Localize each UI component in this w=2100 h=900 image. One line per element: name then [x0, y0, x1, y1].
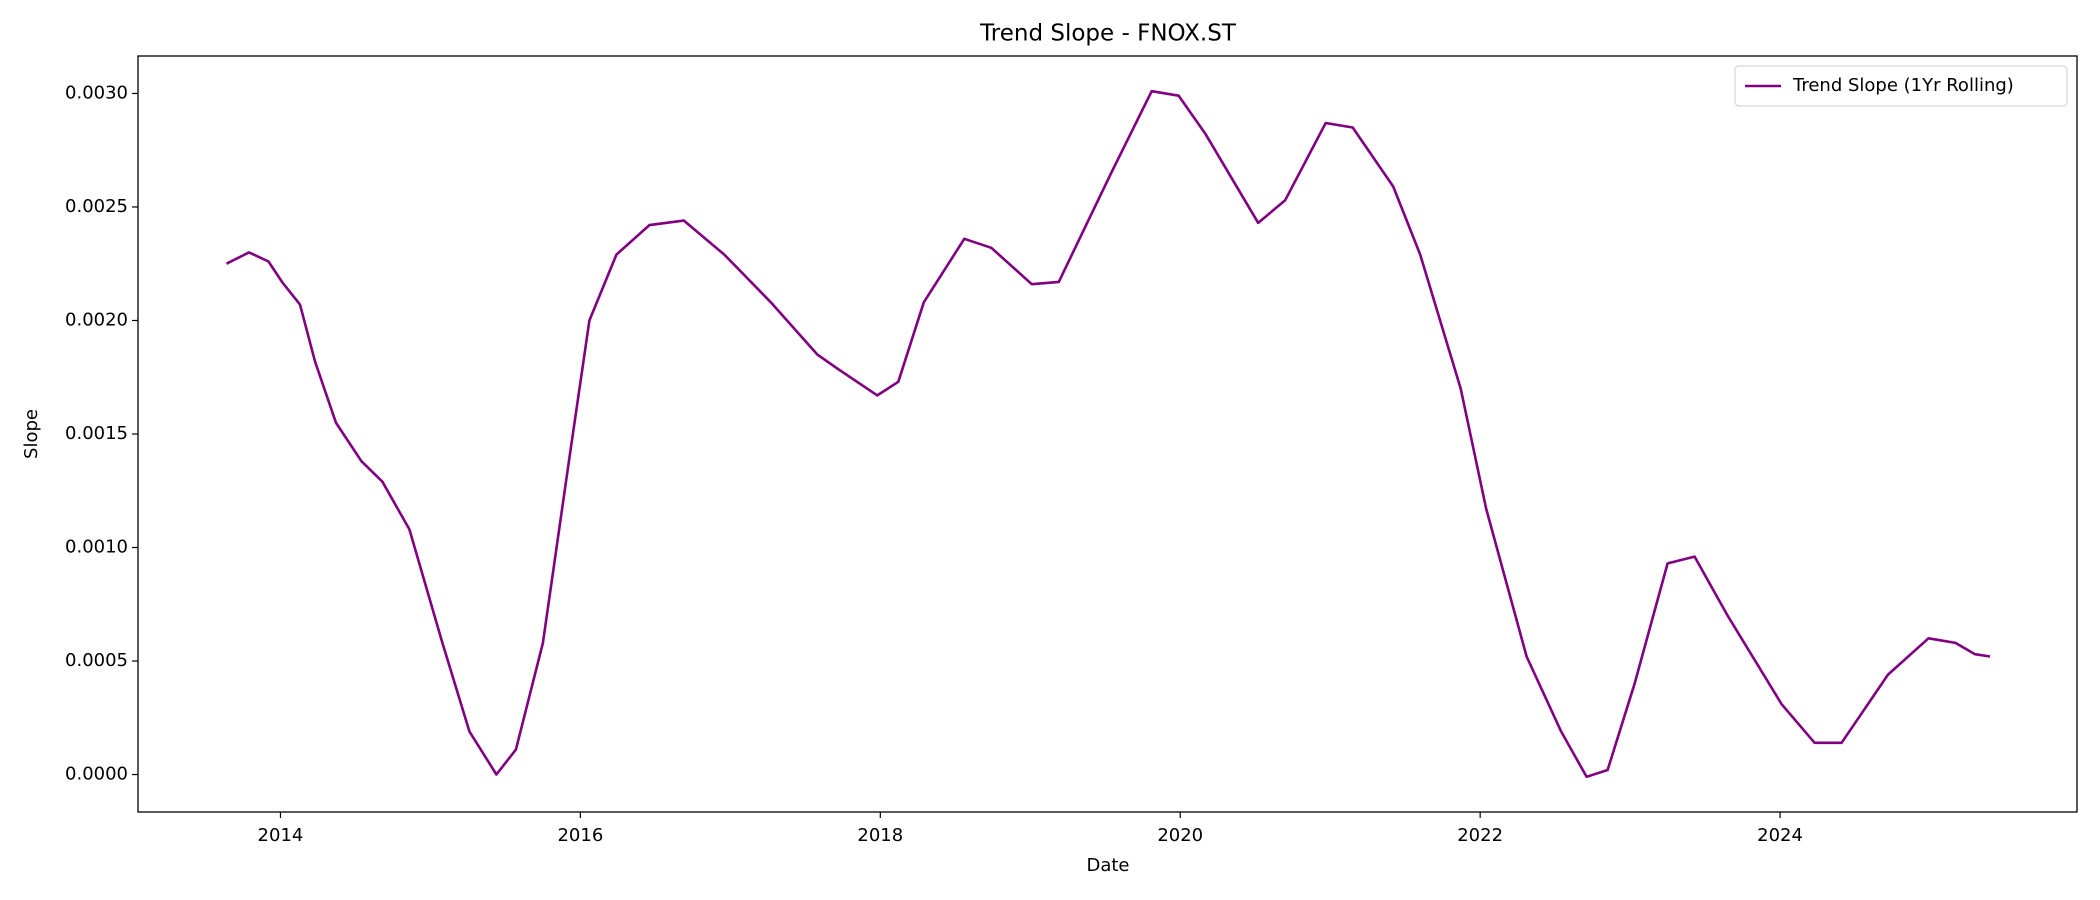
- y-tick-label: 0.0000: [65, 764, 128, 785]
- x-tick-label: 2020: [1157, 825, 1203, 846]
- line-series: [225, 89, 1991, 779]
- y-tick-label: 0.0020: [65, 309, 128, 330]
- chart-title: Trend Slope - FNOX.ST: [979, 21, 1237, 47]
- y-tick-label: 0.0025: [65, 196, 128, 217]
- x-tick-label: 2014: [258, 825, 304, 846]
- x-tick-label: 2016: [557, 825, 603, 846]
- plot-frame: [137, 55, 2078, 813]
- x-tick-label: 2024: [1757, 825, 1803, 846]
- y-tick-label: 0.0030: [65, 82, 128, 103]
- y-tick-label: 0.0015: [65, 423, 128, 444]
- y-axis-label: Slope: [21, 409, 42, 459]
- x-axis-label: Date: [1086, 855, 1129, 876]
- x-tick-label: 2018: [857, 825, 903, 846]
- legend-label: Trend Slope (1Yr Rolling): [1792, 75, 2014, 96]
- y-tick-label: 0.0010: [65, 537, 128, 558]
- y-tick-label: 0.0005: [65, 650, 128, 671]
- x-tick-label: 2022: [1457, 825, 1503, 846]
- legend-box: [1734, 65, 2068, 107]
